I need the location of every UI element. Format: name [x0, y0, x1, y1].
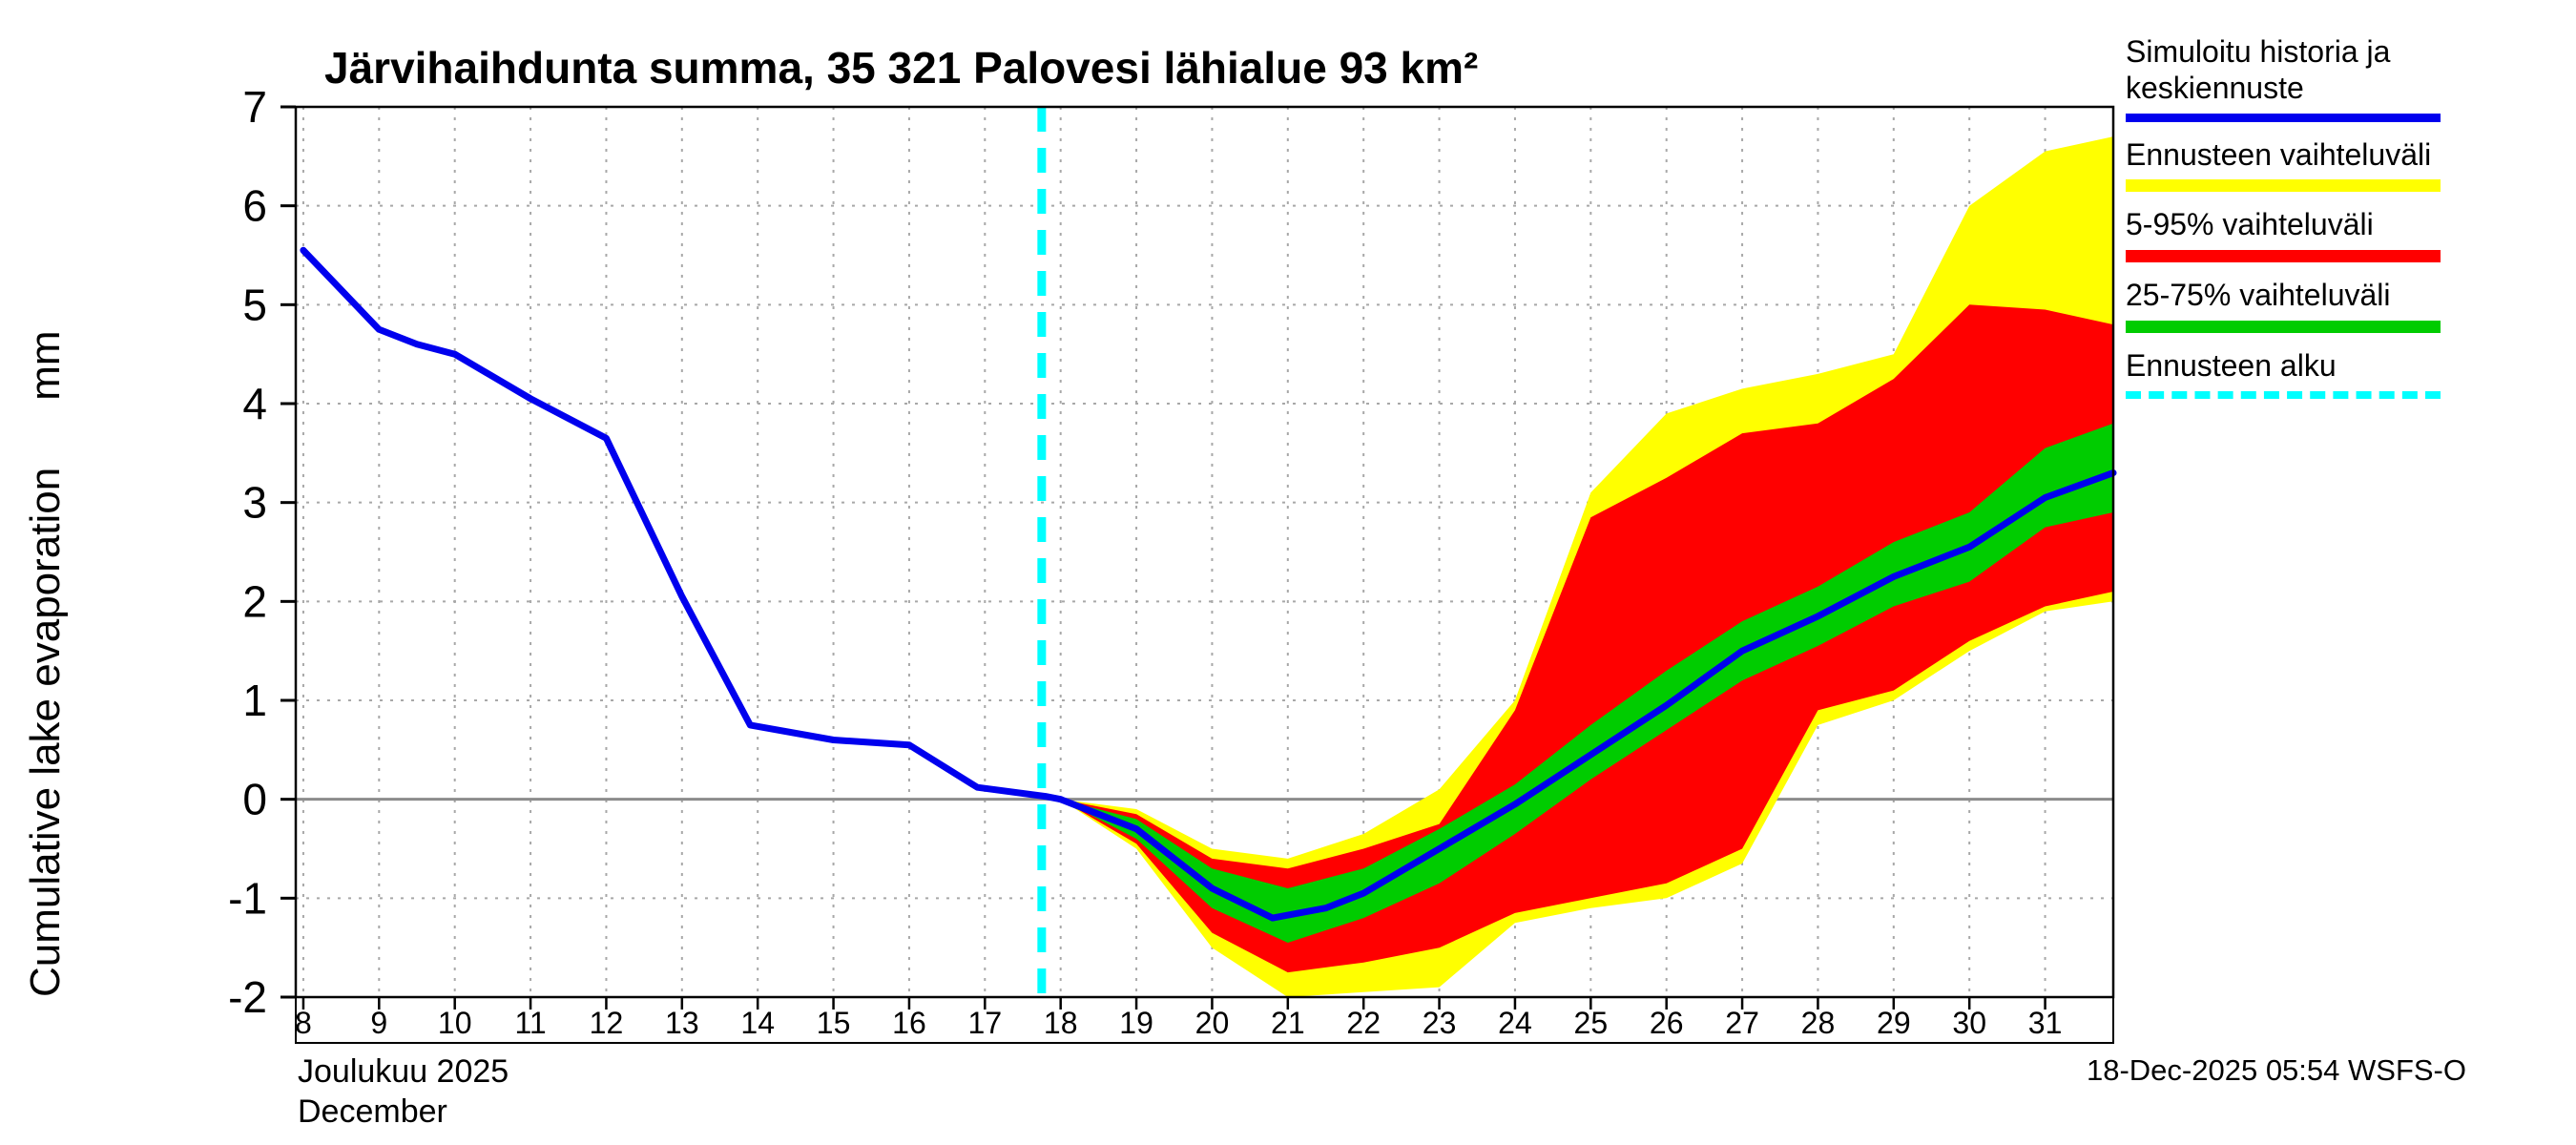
timestamp: 18-Dec-2025 05:54 WSFS-O [2086, 1053, 2466, 1087]
legend-swatch-solid [2126, 320, 2441, 333]
svg-text:-1: -1 [228, 873, 267, 923]
svg-text:19: 19 [1119, 1006, 1153, 1040]
svg-text:30: 30 [1952, 1006, 1986, 1040]
svg-text:21: 21 [1271, 1006, 1305, 1040]
svg-text:15: 15 [817, 1006, 851, 1040]
legend-item: 25-75% vaihteluväli [2126, 278, 2446, 333]
y-axis-label-text: Cumulative lake evaporation [22, 467, 69, 997]
forecast-mean-line [1057, 469, 2117, 922]
svg-text:0: 0 [242, 775, 267, 824]
legend: Simuloitu historia ja keskiennuste Ennust… [2126, 34, 2446, 414]
y-axis-label: Cumulative lake evaporation mm [19, 107, 73, 997]
history-line [300, 246, 1065, 803]
svg-text:18: 18 [1044, 1006, 1078, 1040]
svg-text:13: 13 [665, 1006, 699, 1040]
legend-swatch-solid [2126, 179, 2441, 193]
svg-text:29: 29 [1877, 1006, 1911, 1040]
svg-text:4: 4 [242, 379, 267, 428]
svg-text:20: 20 [1195, 1006, 1230, 1040]
svg-text:1: 1 [242, 676, 267, 725]
svg-text:22: 22 [1346, 1006, 1381, 1040]
x-axis-month-en: December [298, 1093, 447, 1130]
legend-swatch-solid [2126, 250, 2441, 262]
chart-title: Järvihaihdunta summa, 35 321 Palovesi lä… [324, 43, 1479, 93]
svg-text:17: 17 [968, 1006, 1003, 1040]
legend-item: Ennusteen vaihteluväli [2126, 137, 2446, 193]
svg-text:11: 11 [514, 1006, 546, 1040]
svg-text:6: 6 [242, 181, 267, 231]
svg-text:16: 16 [892, 1006, 926, 1040]
svg-text:27: 27 [1725, 1006, 1759, 1040]
legend-swatch-dashed [2126, 390, 2441, 399]
svg-text:23: 23 [1423, 1006, 1457, 1040]
svg-text:10: 10 [438, 1006, 472, 1040]
svg-text:28: 28 [1801, 1006, 1836, 1040]
svg-text:5: 5 [242, 280, 267, 329]
x-axis-month-fi: Joulukuu 2025 [298, 1053, 509, 1090]
xtick-strip [295, 996, 2114, 1044]
legend-label: Simuloitu historia ja keskiennuste [2126, 34, 2391, 105]
legend-item: 5-95% vaihteluväli [2126, 207, 2446, 262]
svg-text:14: 14 [740, 1006, 775, 1040]
legend-label: 5-95% vaihteluväli [2126, 207, 2374, 242]
y-axis-unit: mm [22, 330, 69, 401]
svg-text:7: 7 [242, 82, 267, 132]
legend-label: Ennusteen alku [2126, 347, 2337, 383]
legend-swatch-solid [2126, 113, 2441, 122]
legend-label: 25-75% vaihteluväli [2126, 278, 2391, 312]
svg-text:3: 3 [242, 478, 267, 528]
svg-text:25: 25 [1574, 1006, 1609, 1040]
svg-text:26: 26 [1650, 1006, 1684, 1040]
svg-text:-2: -2 [228, 972, 267, 1022]
svg-text:31: 31 [2028, 1006, 2063, 1040]
svg-text:12: 12 [590, 1006, 624, 1040]
svg-text:9: 9 [370, 1006, 387, 1040]
svg-text:8: 8 [295, 1006, 312, 1040]
band-5-95 [1060, 304, 2113, 973]
svg-text:24: 24 [1498, 1006, 1532, 1040]
legend-label: Ennusteen vaihteluväli [2126, 136, 2432, 172]
svg-text:2: 2 [242, 576, 267, 626]
legend-item: Ennusteen alku [2126, 348, 2446, 399]
legend-item: Simuloitu historia ja keskiennuste [2126, 34, 2446, 122]
